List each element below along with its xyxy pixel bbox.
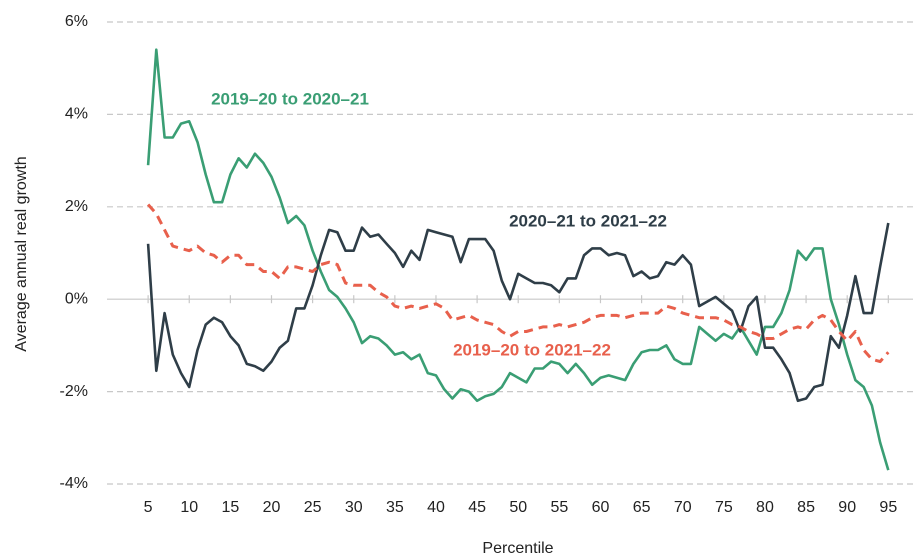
x-tick-label: 50 [509, 499, 527, 516]
x-tick-label: 55 [550, 499, 568, 516]
x-tick-label: 60 [592, 499, 610, 516]
x-tick-label: 75 [715, 499, 733, 516]
x-tick-label: 5 [144, 499, 153, 516]
x-tick-label: 10 [180, 499, 198, 516]
series-label: 2020–21 to 2021–22 [509, 211, 667, 230]
x-tick-label: 20 [263, 499, 281, 516]
x-tick-label: 80 [756, 499, 774, 516]
series-line [146, 222, 890, 403]
y-tick-label: 2% [65, 198, 88, 215]
series-line [146, 48, 890, 471]
y-tick-label: -4% [60, 475, 88, 492]
y-tick-label: 0% [65, 290, 88, 307]
y-tick-label: 6% [65, 13, 88, 30]
x-tick-label: 25 [304, 499, 322, 516]
series-label: 2019–20 to 2020–21 [211, 89, 369, 108]
x-axis-label: Percentile [482, 540, 553, 557]
x-tick-label: 70 [674, 499, 692, 516]
y-tick-label: 4% [65, 106, 88, 123]
series-label: 2019–20 to 2021–22 [453, 340, 611, 359]
x-tick-label: 90 [838, 499, 856, 516]
x-tick-label: 45 [468, 499, 486, 516]
y-axis-label: Average annual real growth [13, 156, 30, 351]
x-tick-label: 65 [633, 499, 651, 516]
x-tick-label: 85 [797, 499, 815, 516]
x-tick-label: 30 [345, 499, 363, 516]
x-tick-label: 15 [221, 499, 239, 516]
x-tick-label: 35 [386, 499, 404, 516]
y-tick-label: -2% [60, 383, 88, 400]
x-tick-label: 95 [879, 499, 897, 516]
x-tick-label: 40 [427, 499, 445, 516]
